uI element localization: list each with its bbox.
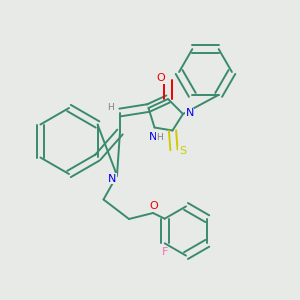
- Text: N: N: [149, 132, 157, 142]
- Text: F: F: [161, 247, 168, 257]
- Text: H: H: [108, 103, 114, 112]
- Text: S: S: [179, 146, 186, 157]
- Text: O: O: [156, 73, 165, 83]
- Text: H: H: [157, 133, 163, 142]
- Text: O: O: [149, 201, 158, 212]
- Text: N: N: [185, 108, 194, 118]
- Text: N: N: [108, 173, 117, 184]
